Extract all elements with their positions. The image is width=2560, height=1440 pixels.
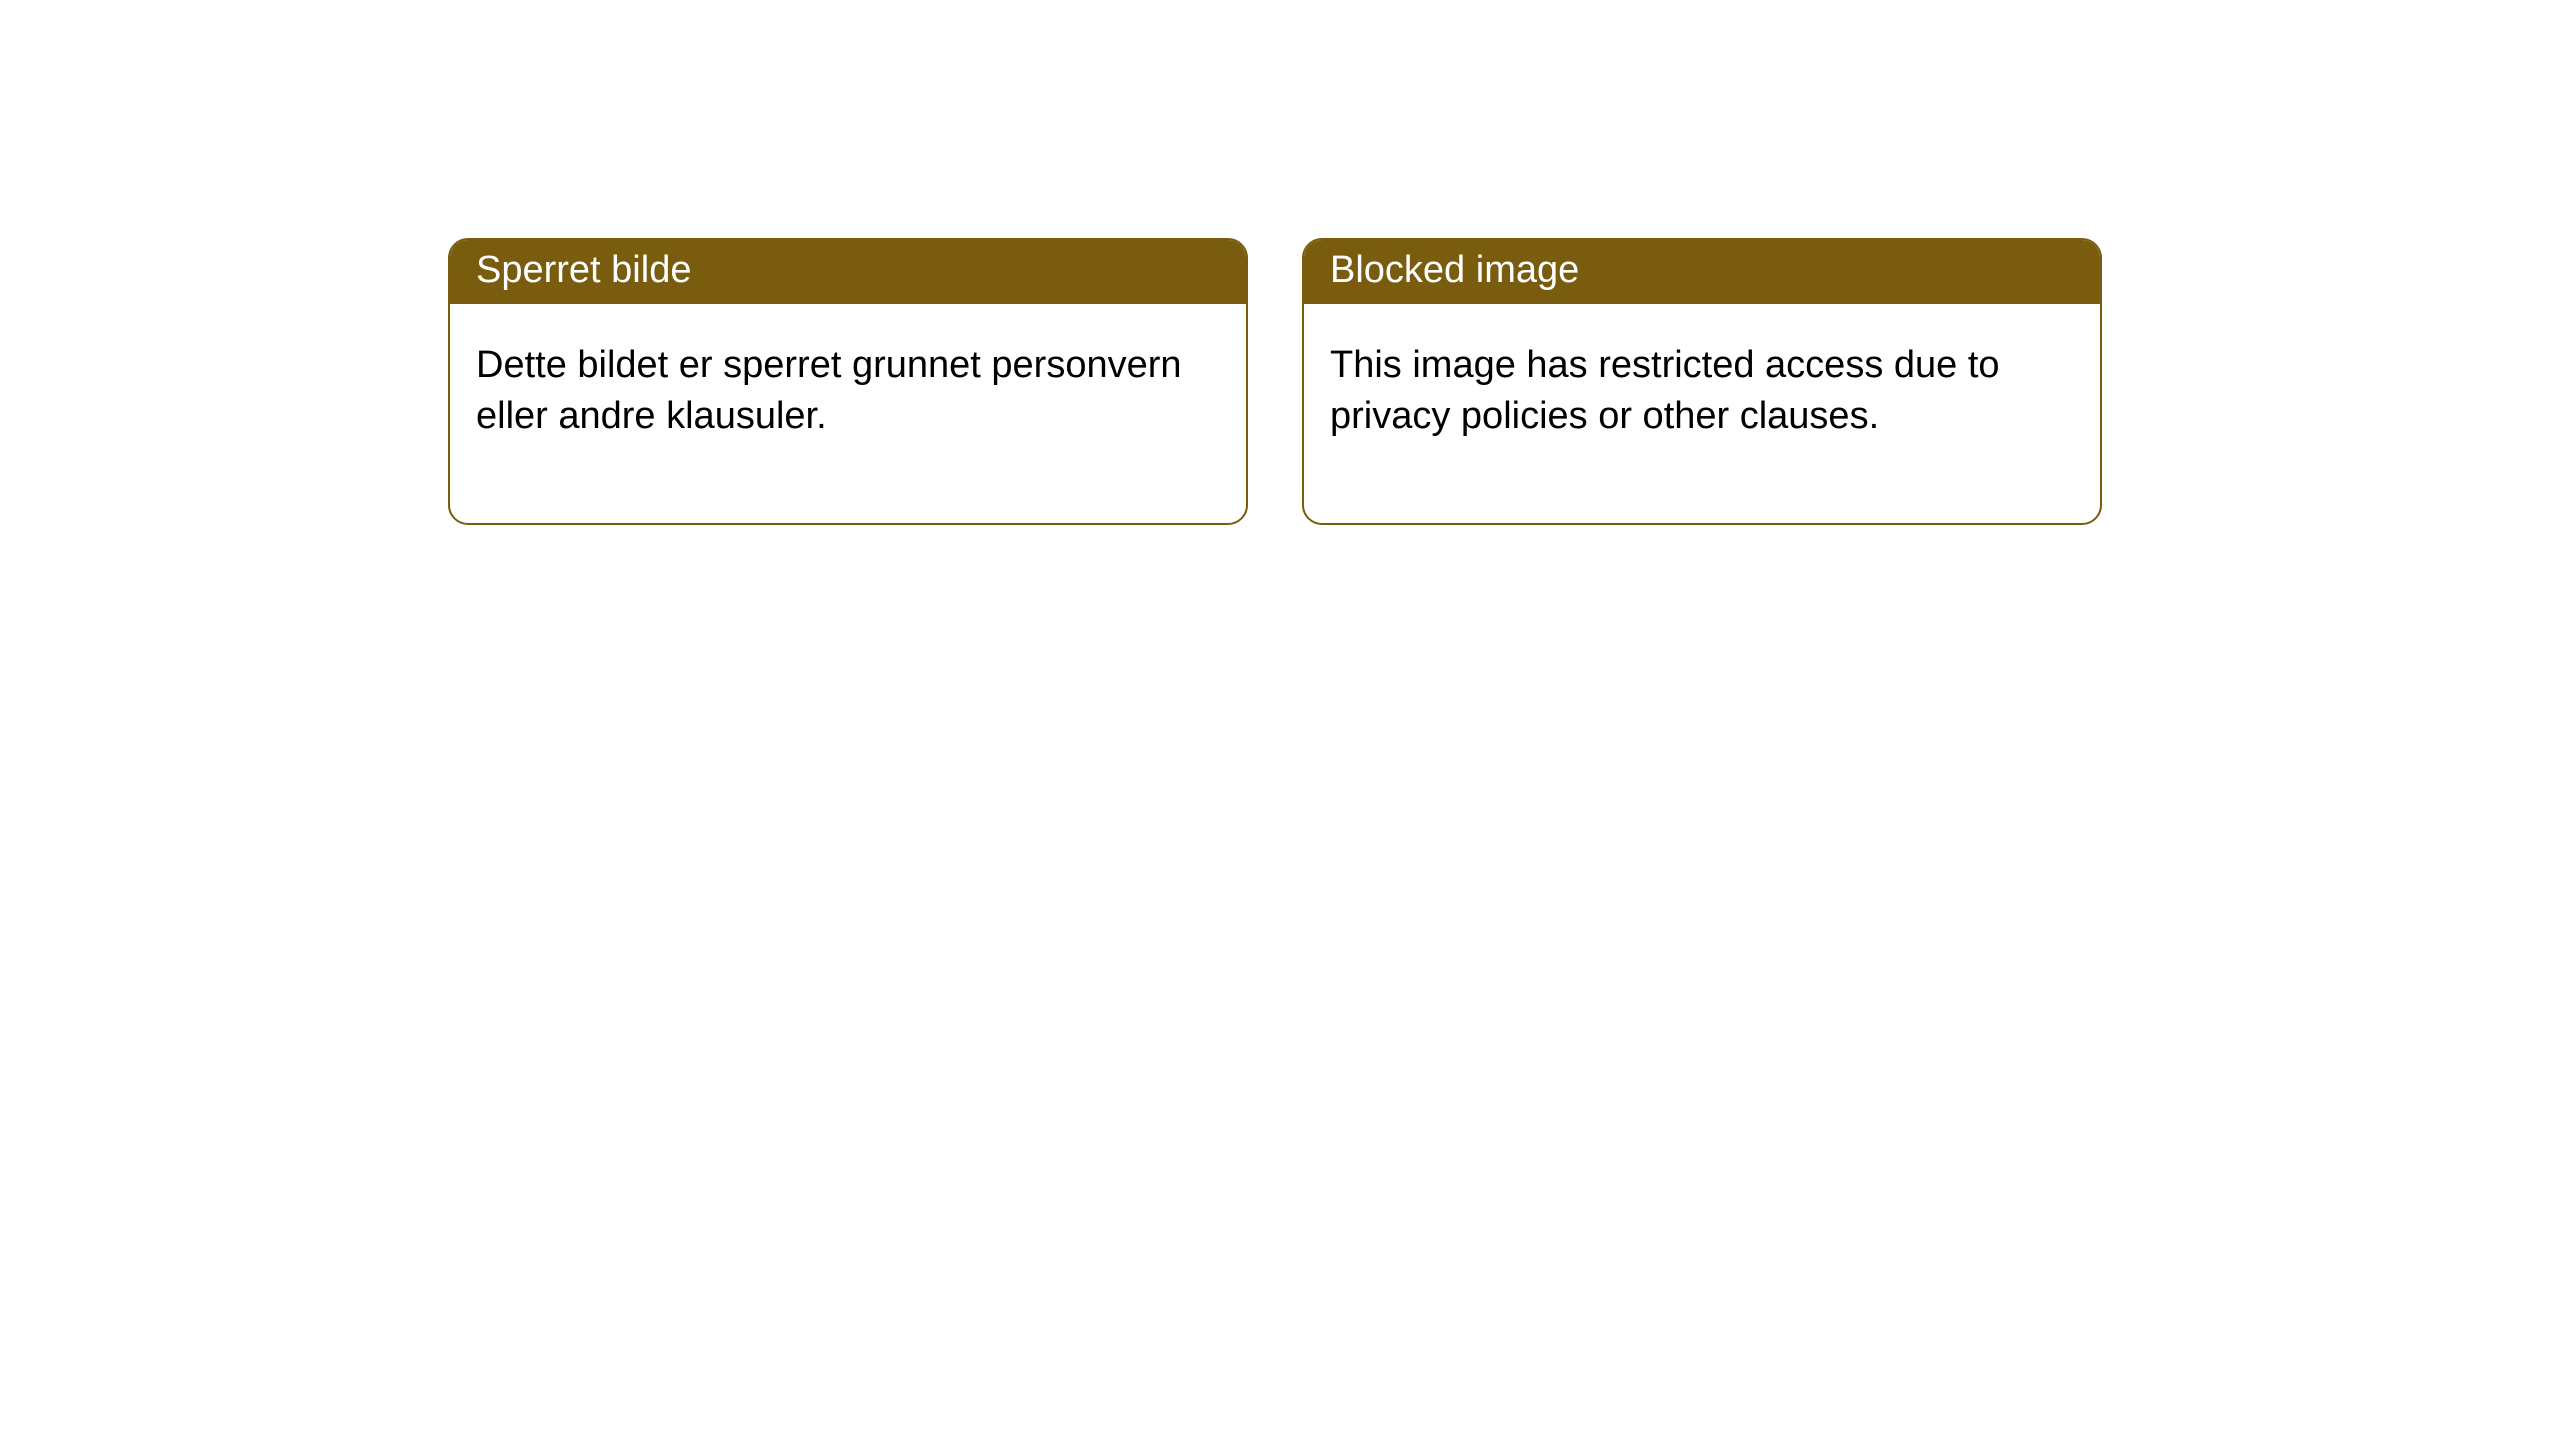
notice-container: Sperret bilde Dette bildet er sperret gr… (0, 0, 2560, 525)
notice-title: Blocked image (1304, 240, 2100, 304)
notice-body: This image has restricted access due to … (1304, 304, 2100, 523)
notice-card-norwegian: Sperret bilde Dette bildet er sperret gr… (448, 238, 1248, 525)
notice-title: Sperret bilde (450, 240, 1246, 304)
notice-body: Dette bildet er sperret grunnet personve… (450, 304, 1246, 523)
notice-card-english: Blocked image This image has restricted … (1302, 238, 2102, 525)
